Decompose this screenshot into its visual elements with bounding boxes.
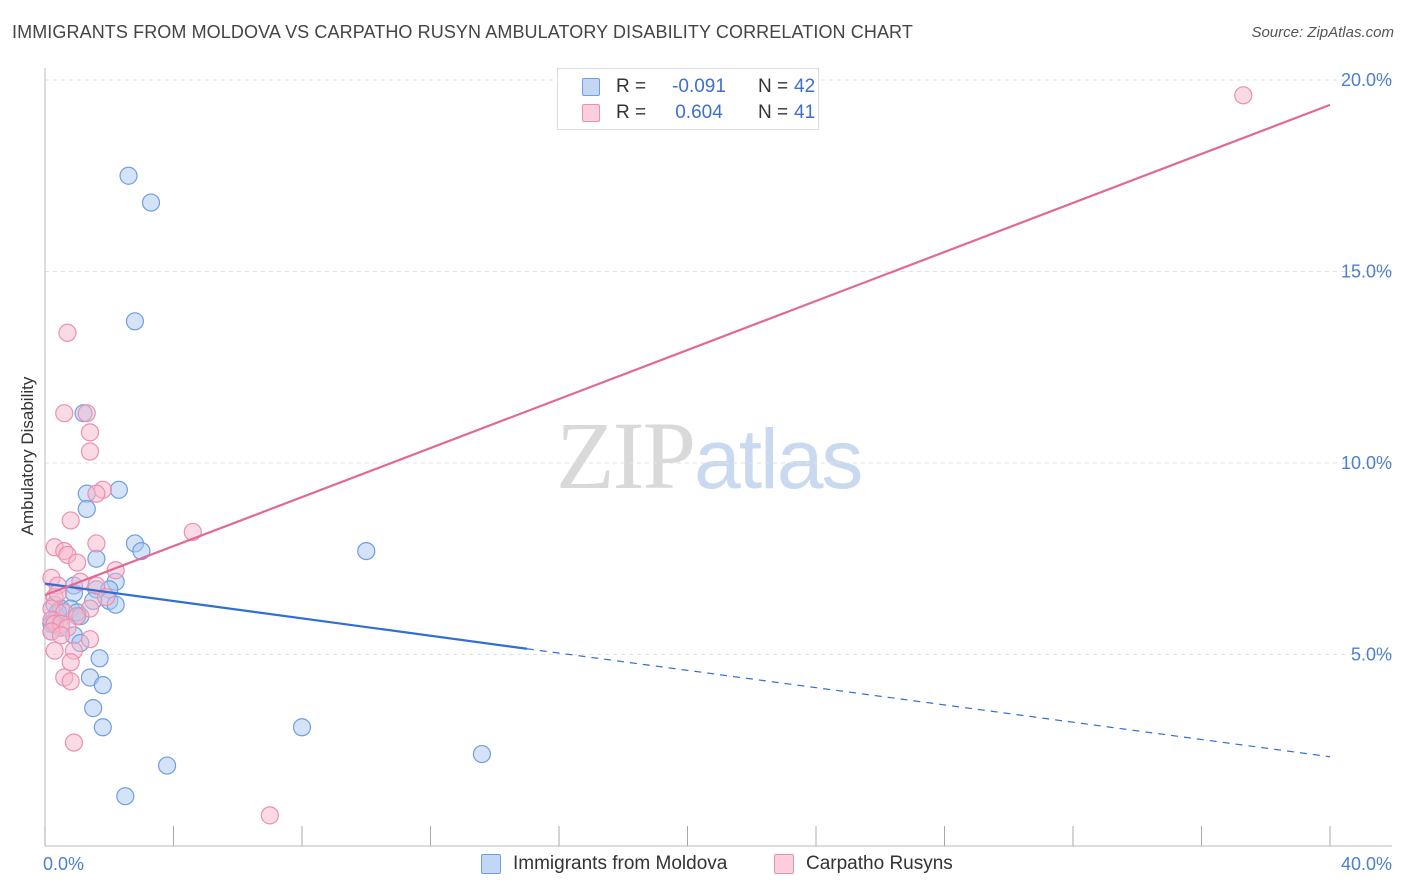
rusyn-trendline xyxy=(44,103,1331,597)
r-label: R = xyxy=(616,76,647,97)
rusyn-point xyxy=(80,442,100,461)
moldova-point xyxy=(90,649,109,668)
chart-title: IMMIGRANTS FROM MOLDOVA VS CARPATHO RUSY… xyxy=(12,22,913,42)
moldova-point xyxy=(84,699,103,718)
moldova-point xyxy=(157,756,177,775)
y-tick-label: 5.0% xyxy=(1351,645,1392,665)
r-value: 0.604 xyxy=(675,102,723,123)
legend-swatch-moldova xyxy=(582,78,600,96)
stats-legend: R = -0.091 N = 42 R = 0.604 N = 41 xyxy=(557,68,819,130)
x-tick-label: 0.0% xyxy=(43,854,84,874)
legend-label-rusyns: Carpatho Rusyns xyxy=(806,853,953,874)
moldova-point xyxy=(93,676,112,695)
y-tick-label: 10.0% xyxy=(1341,453,1392,473)
y-tick-label: 15.0% xyxy=(1341,262,1392,282)
rusyn-point xyxy=(1234,86,1253,105)
rusyn-point xyxy=(80,423,100,442)
rusyn-point xyxy=(51,626,71,645)
moldova-point xyxy=(77,499,96,519)
moldova-trendline-extension xyxy=(526,648,1331,758)
rusyn-point xyxy=(45,641,64,660)
r-value: -0.091 xyxy=(672,76,726,97)
moldova-point xyxy=(132,541,151,561)
n-label: N = xyxy=(758,102,789,123)
moldova-trendline xyxy=(44,582,528,650)
moldova-point xyxy=(116,787,135,806)
rusyn-point xyxy=(68,553,87,572)
rusyn-point xyxy=(64,733,84,752)
watermark: ZIPatlas xyxy=(556,400,863,511)
moldova-point xyxy=(87,549,106,568)
moldova-point xyxy=(109,480,128,499)
n-label: N = xyxy=(758,76,789,97)
rusyn-point xyxy=(58,323,77,342)
rusyn-point xyxy=(77,404,96,423)
watermark-atlas: atlas xyxy=(694,412,863,506)
legend-swatch-rusyns xyxy=(774,854,794,874)
moldova-point xyxy=(119,166,138,185)
moldova-point xyxy=(357,541,376,561)
watermark-zip: ZIP xyxy=(556,402,696,509)
rusyn-point xyxy=(80,630,100,649)
x-tick-label: 40.0% xyxy=(1341,854,1392,874)
source-label: Source: ZipAtlas.com xyxy=(1251,24,1394,41)
r-label: R = xyxy=(616,102,647,123)
rusyn-point xyxy=(87,484,106,503)
rusyn-point xyxy=(61,511,80,530)
rusyn-point xyxy=(87,534,106,553)
moldova-point xyxy=(472,744,491,764)
rusyn-point xyxy=(260,806,279,825)
legend-swatch-rusyns xyxy=(582,104,600,122)
moldova-point xyxy=(93,718,112,737)
moldova-point xyxy=(141,193,161,212)
legend-label-moldova: Immigrants from Moldova xyxy=(513,853,728,874)
rusyn-point xyxy=(61,653,80,672)
moldova-point xyxy=(125,312,145,331)
y-tick-label: 20.0% xyxy=(1341,70,1392,90)
moldova-point xyxy=(292,718,312,737)
n-value: 41 xyxy=(794,102,816,123)
legend-swatch-moldova xyxy=(481,854,501,874)
n-value: 42 xyxy=(794,76,816,97)
rusyn-point xyxy=(55,404,74,423)
rusyn-point xyxy=(61,672,80,691)
